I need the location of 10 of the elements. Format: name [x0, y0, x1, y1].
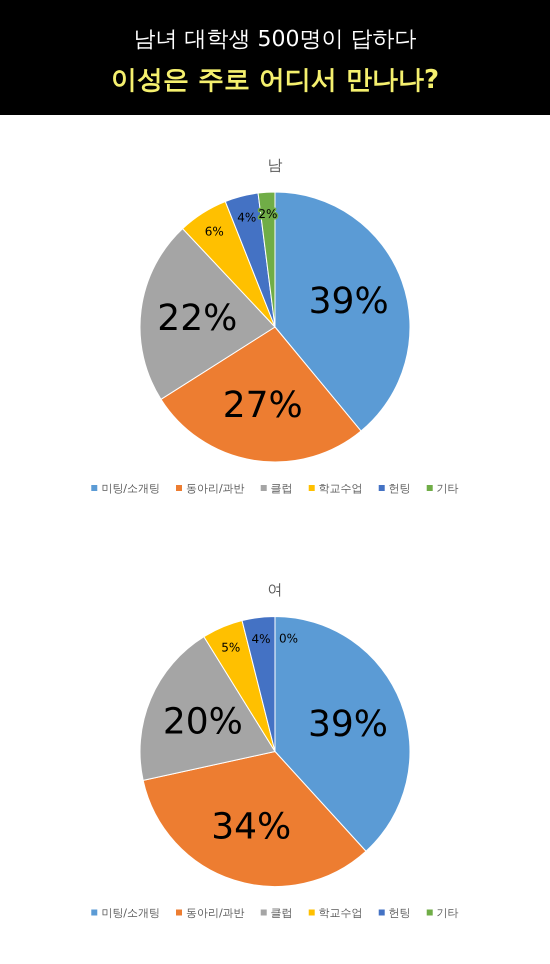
legend-label: 기타 — [436, 482, 459, 495]
legend-label: 학교수업 — [318, 906, 363, 920]
legend-label: 기타 — [436, 906, 459, 920]
legend-label: 헌팅 — [388, 482, 411, 495]
title: 여 — [268, 580, 282, 598]
legend-label: 클럽 — [270, 906, 293, 920]
legend-label: 헌팅 — [388, 906, 411, 920]
legend-label: 학교수업 — [318, 482, 363, 495]
title: 남 — [268, 156, 282, 174]
legend-label: 클럽 — [270, 482, 293, 495]
